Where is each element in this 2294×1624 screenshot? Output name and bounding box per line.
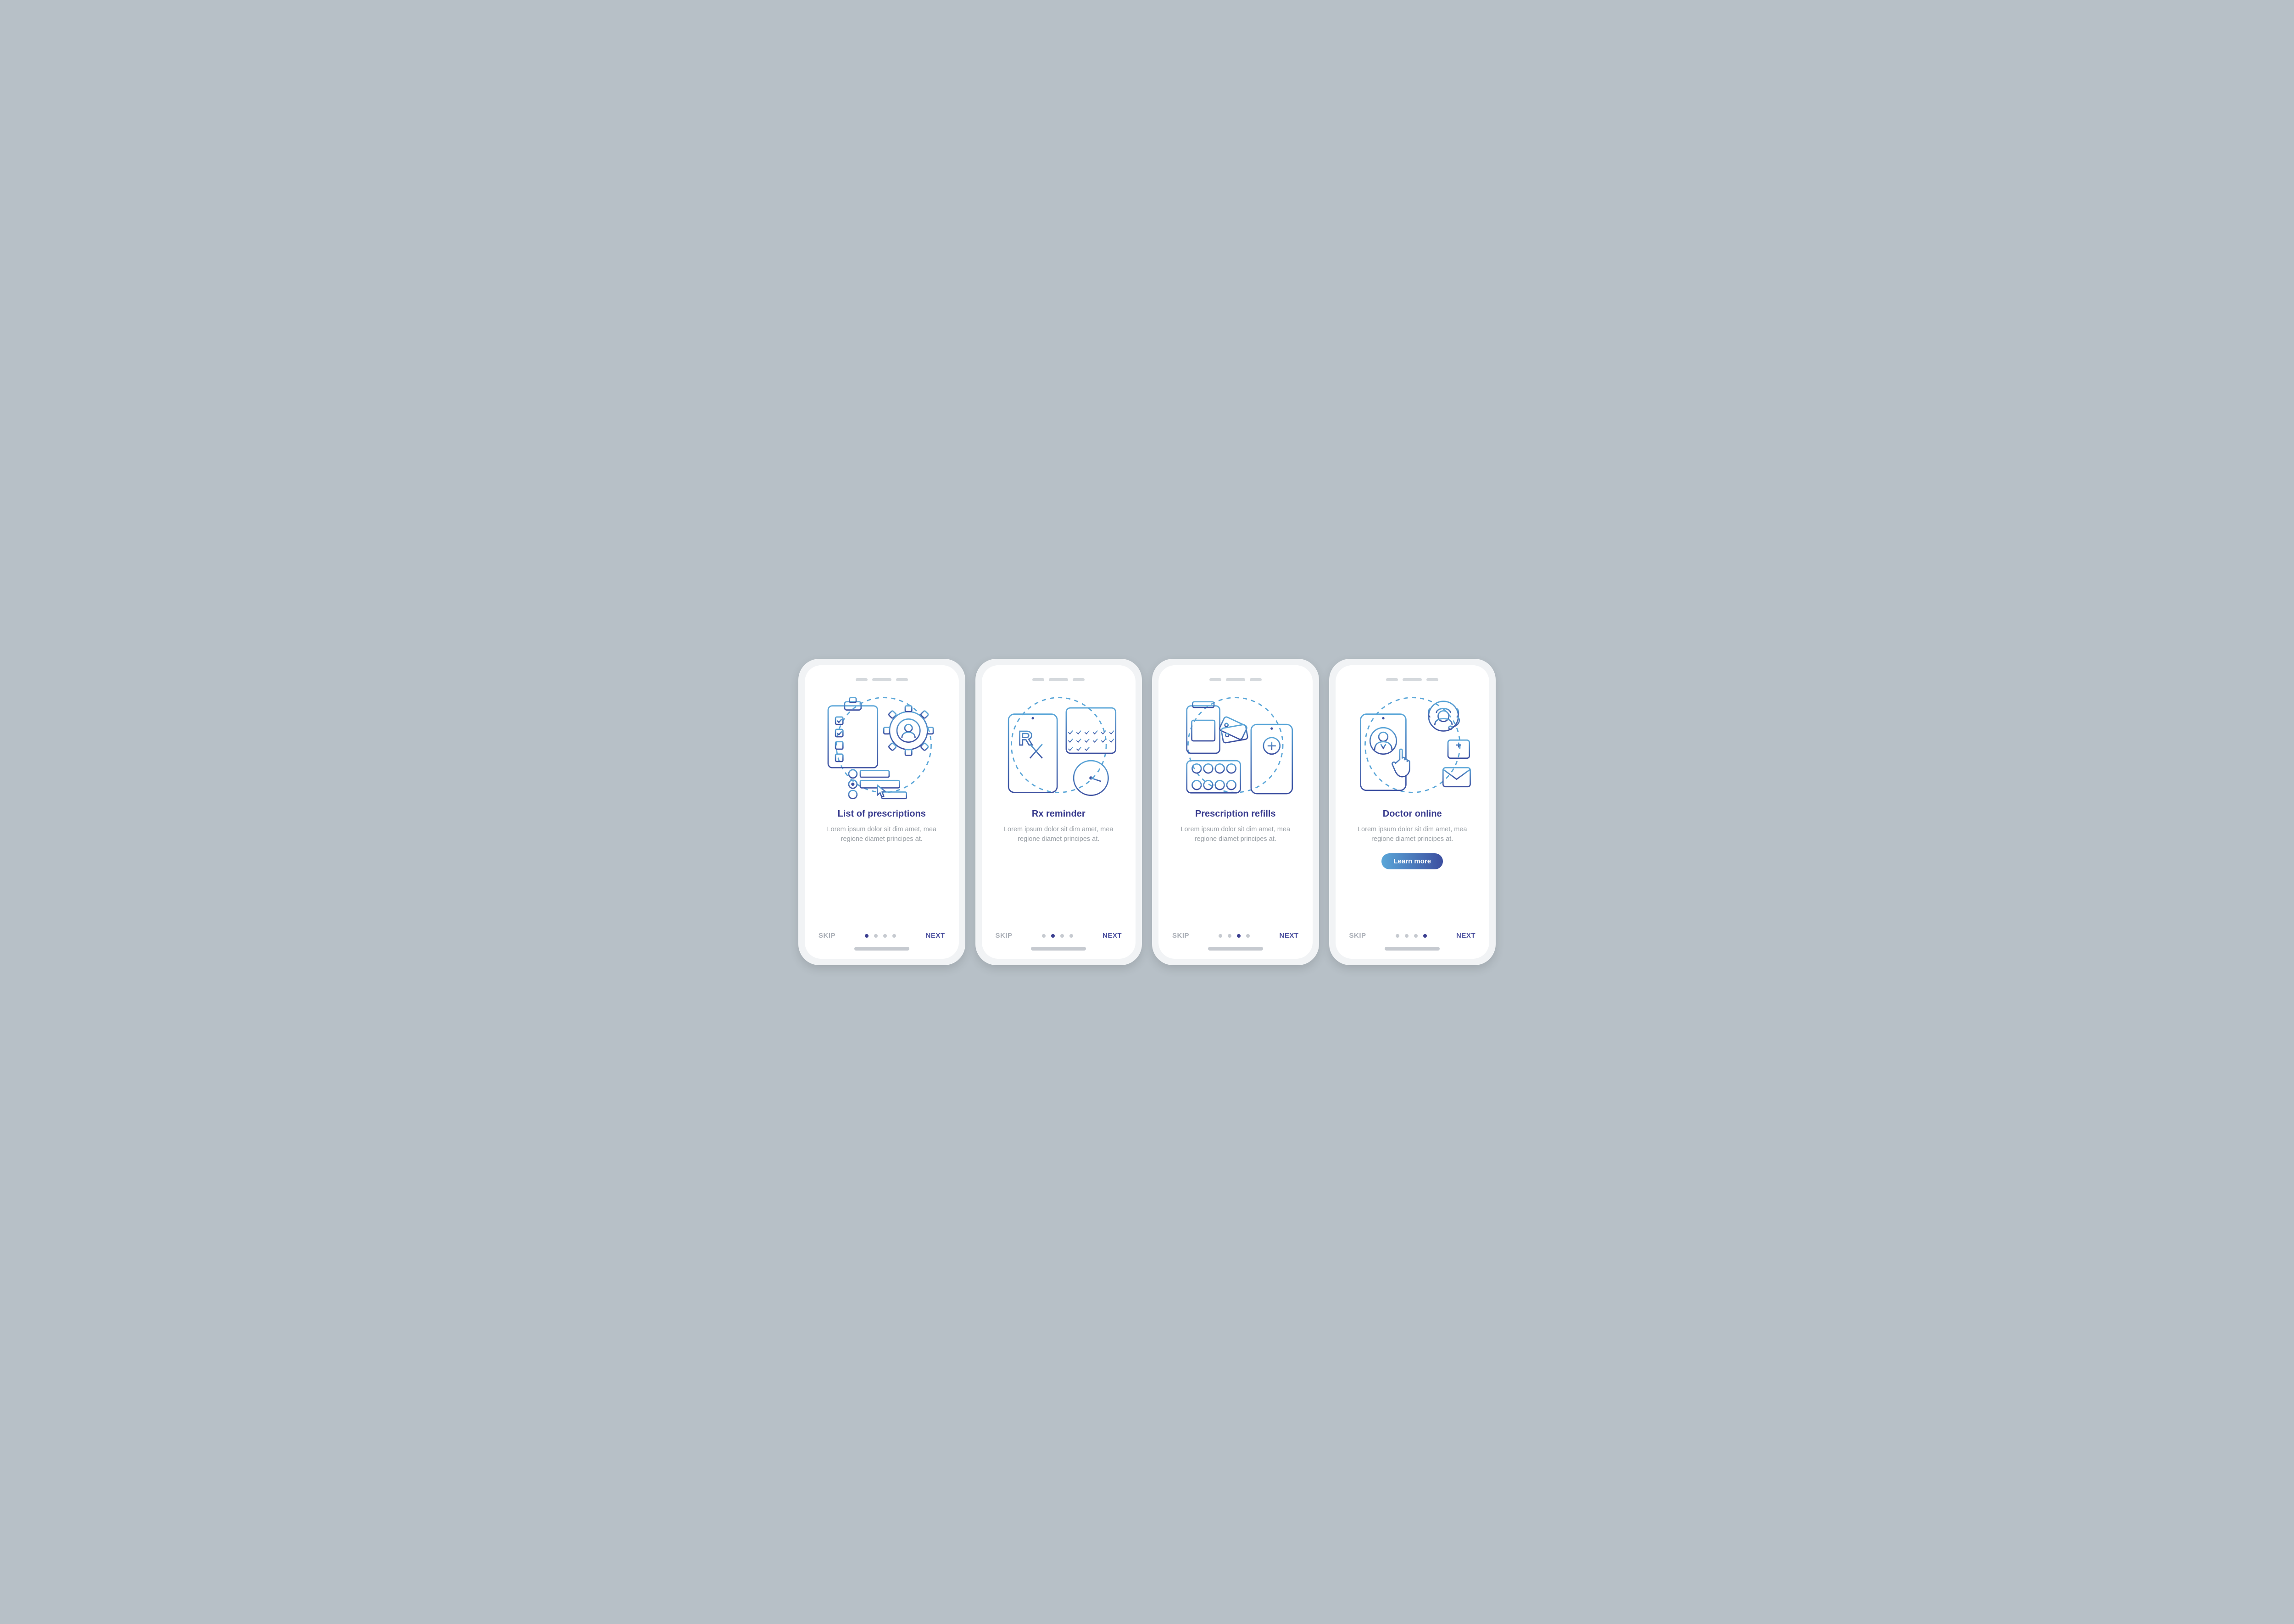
home-indicator [1031,947,1086,951]
page-dot[interactable] [1405,934,1409,938]
page-dot[interactable] [1219,934,1222,938]
screen-description: Lorem ipsum dolor sit dim amet, mea regi… [999,825,1118,844]
page-dot[interactable] [892,934,896,938]
skip-button[interactable]: SKIP [818,932,835,940]
phone-mockup: Doctor online Lorem ipsum dolor sit dim a… [1329,659,1496,965]
onboarding-nav: SKIP NEXT [1347,932,1479,940]
page-dots [1042,934,1073,938]
onboarding-screen: List of prescriptions Lorem ipsum dolor s… [805,665,959,959]
page-dot[interactable] [874,934,878,938]
screen-title: Prescription refills [1195,809,1276,819]
home-indicator [854,947,909,951]
page-dot[interactable] [1069,934,1073,938]
onboarding-nav: SKIP NEXT [1169,932,1302,940]
page-dot[interactable] [1060,934,1064,938]
page-dots [1396,934,1427,938]
page-dot[interactable] [1042,934,1046,938]
learn-more-button[interactable]: Learn more [1381,853,1443,869]
page-dot[interactable] [1246,934,1250,938]
screen-title: Doctor online [1383,809,1442,819]
screen-title: Rx reminder [1032,809,1086,819]
next-button[interactable]: NEXT [1102,932,1122,940]
page-dot[interactable] [1414,934,1418,938]
page-dot[interactable] [865,934,869,938]
skip-button[interactable]: SKIP [1349,932,1366,940]
phone-mockup: R Rx reminder Lorem ipsum dolor sit dim a… [975,659,1142,965]
skip-button[interactable]: SKIP [996,932,1013,940]
screen-description: Lorem ipsum dolor sit dim amet, mea regi… [1353,825,1472,844]
page-dot[interactable] [1423,934,1427,938]
skip-button[interactable]: SKIP [1172,932,1189,940]
page-dot[interactable] [1228,934,1231,938]
screen-description: Lorem ipsum dolor sit dim amet, mea regi… [1176,825,1295,844]
prescriptions-illustration [816,688,948,802]
screen-description: Lorem ipsum dolor sit dim amet, mea regi… [822,825,941,844]
svg-text:R: R [1018,728,1032,750]
next-button[interactable]: NEXT [1279,932,1298,940]
page-dot[interactable] [1396,934,1399,938]
next-button[interactable]: NEXT [1456,932,1476,940]
home-indicator [1385,947,1440,951]
next-button[interactable]: NEXT [925,932,945,940]
phone-mockup: Prescription refills Lorem ipsum dolor si… [1152,659,1319,965]
reminder-illustration: R [993,688,1125,802]
phone-mockup: List of prescriptions Lorem ipsum dolor s… [798,659,965,965]
page-dots [865,934,896,938]
page-dots [1219,934,1250,938]
speaker-notch [1209,678,1262,681]
onboarding-nav: SKIP NEXT [993,932,1125,940]
speaker-notch [856,678,908,681]
onboarding-screen: Prescription refills Lorem ipsum dolor si… [1158,665,1313,959]
page-dot[interactable] [1051,934,1055,938]
onboarding-screen: Doctor online Lorem ipsum dolor sit dim a… [1336,665,1490,959]
onboarding-nav: SKIP NEXT [816,932,948,940]
page-dot[interactable] [883,934,887,938]
speaker-notch [1386,678,1438,681]
home-indicator [1208,947,1263,951]
refills-illustration [1169,688,1302,802]
screen-title: List of prescriptions [838,809,926,819]
speaker-notch [1032,678,1085,681]
doctor-illustration [1347,688,1479,802]
page-dot[interactable] [1237,934,1241,938]
onboarding-screen: R Rx reminder Lorem ipsum dolor sit dim a… [982,665,1136,959]
